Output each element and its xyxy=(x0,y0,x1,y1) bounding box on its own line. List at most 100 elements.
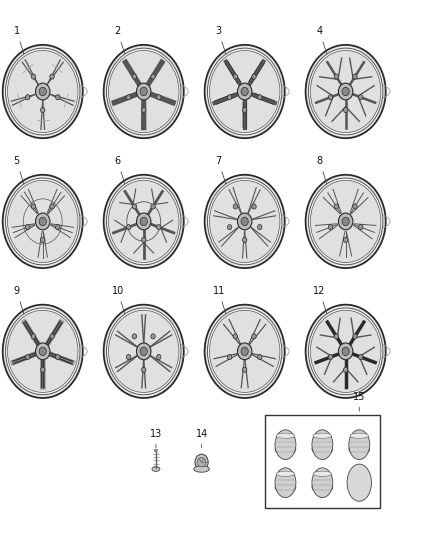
Ellipse shape xyxy=(233,204,237,209)
Ellipse shape xyxy=(140,347,147,356)
Ellipse shape xyxy=(7,180,78,262)
Ellipse shape xyxy=(39,347,46,356)
Ellipse shape xyxy=(35,83,50,100)
Ellipse shape xyxy=(258,95,262,100)
Ellipse shape xyxy=(137,343,151,360)
Ellipse shape xyxy=(359,224,363,230)
Ellipse shape xyxy=(308,178,383,265)
Text: 9: 9 xyxy=(14,286,24,314)
Ellipse shape xyxy=(237,343,252,360)
Ellipse shape xyxy=(311,51,381,133)
Ellipse shape xyxy=(237,213,252,230)
Text: 1: 1 xyxy=(14,27,24,54)
Ellipse shape xyxy=(349,443,370,455)
Ellipse shape xyxy=(104,175,184,268)
Text: 8: 8 xyxy=(317,156,327,184)
Ellipse shape xyxy=(3,305,83,398)
Ellipse shape xyxy=(306,305,386,398)
Ellipse shape xyxy=(342,217,349,225)
Ellipse shape xyxy=(127,354,131,360)
Ellipse shape xyxy=(7,310,78,392)
Ellipse shape xyxy=(109,180,179,262)
Ellipse shape xyxy=(241,347,248,356)
Ellipse shape xyxy=(151,74,155,79)
Ellipse shape xyxy=(311,180,381,262)
Ellipse shape xyxy=(31,74,35,79)
Ellipse shape xyxy=(343,367,348,373)
Ellipse shape xyxy=(50,74,54,79)
Ellipse shape xyxy=(334,334,339,339)
Ellipse shape xyxy=(106,48,181,135)
Ellipse shape xyxy=(353,204,357,209)
Ellipse shape xyxy=(276,471,295,477)
Ellipse shape xyxy=(227,354,232,360)
Ellipse shape xyxy=(313,471,332,477)
Ellipse shape xyxy=(154,449,157,452)
Ellipse shape xyxy=(328,354,333,360)
Ellipse shape xyxy=(195,454,208,470)
Ellipse shape xyxy=(209,51,280,133)
Text: 2: 2 xyxy=(115,27,125,54)
Ellipse shape xyxy=(275,443,296,455)
Ellipse shape xyxy=(137,83,151,100)
Ellipse shape xyxy=(31,204,35,209)
Text: 14: 14 xyxy=(195,429,208,448)
Ellipse shape xyxy=(233,334,237,339)
Ellipse shape xyxy=(241,217,248,225)
Ellipse shape xyxy=(328,95,333,100)
Ellipse shape xyxy=(25,95,30,100)
Ellipse shape xyxy=(359,95,363,100)
Ellipse shape xyxy=(56,224,60,230)
Ellipse shape xyxy=(208,178,282,265)
Ellipse shape xyxy=(252,204,256,209)
Ellipse shape xyxy=(50,334,54,339)
Ellipse shape xyxy=(275,430,296,459)
Ellipse shape xyxy=(258,354,262,360)
Ellipse shape xyxy=(347,464,371,501)
Ellipse shape xyxy=(6,48,80,135)
Ellipse shape xyxy=(132,74,137,79)
Ellipse shape xyxy=(141,108,146,112)
Ellipse shape xyxy=(339,343,353,360)
Ellipse shape xyxy=(35,213,50,230)
Text: 7: 7 xyxy=(215,156,226,184)
Text: 4: 4 xyxy=(317,27,327,54)
Ellipse shape xyxy=(308,308,383,395)
Ellipse shape xyxy=(151,334,155,339)
Text: 5: 5 xyxy=(14,156,24,184)
Ellipse shape xyxy=(306,45,386,138)
Ellipse shape xyxy=(205,175,285,268)
Ellipse shape xyxy=(50,204,54,209)
Ellipse shape xyxy=(237,83,252,100)
Bar xyxy=(265,415,380,508)
Ellipse shape xyxy=(227,224,232,230)
Ellipse shape xyxy=(106,178,181,265)
Ellipse shape xyxy=(208,48,282,135)
Text: 15: 15 xyxy=(353,392,365,411)
Ellipse shape xyxy=(243,108,247,112)
Ellipse shape xyxy=(205,305,285,398)
Text: 11: 11 xyxy=(212,286,226,314)
Ellipse shape xyxy=(109,310,179,392)
Ellipse shape xyxy=(233,74,237,79)
Text: 6: 6 xyxy=(115,156,125,184)
Ellipse shape xyxy=(205,45,285,138)
Ellipse shape xyxy=(151,204,155,209)
Ellipse shape xyxy=(208,308,282,395)
Ellipse shape xyxy=(343,108,348,112)
Ellipse shape xyxy=(334,204,339,209)
Ellipse shape xyxy=(141,367,146,373)
Ellipse shape xyxy=(276,433,295,438)
Ellipse shape xyxy=(39,87,46,96)
Ellipse shape xyxy=(56,354,60,360)
Ellipse shape xyxy=(140,217,147,225)
Ellipse shape xyxy=(141,237,146,243)
Ellipse shape xyxy=(353,334,357,339)
Text: 10: 10 xyxy=(112,286,125,314)
Ellipse shape xyxy=(349,430,370,459)
Ellipse shape xyxy=(39,217,46,225)
Ellipse shape xyxy=(275,468,296,497)
Ellipse shape xyxy=(342,347,349,356)
Ellipse shape xyxy=(328,224,333,230)
Ellipse shape xyxy=(6,178,80,265)
